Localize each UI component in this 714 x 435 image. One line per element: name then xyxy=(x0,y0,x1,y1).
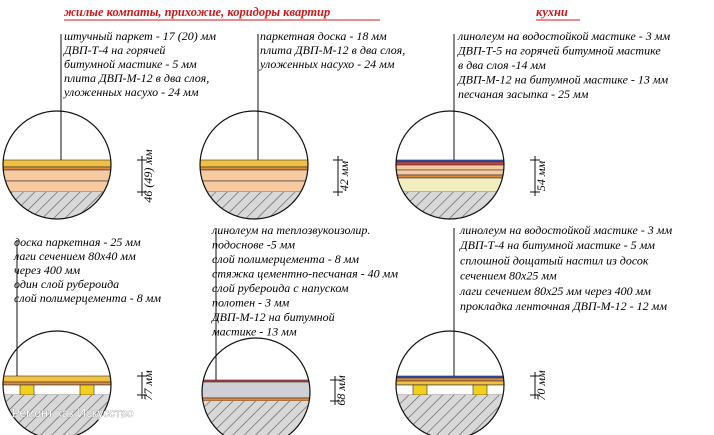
layer xyxy=(396,161,504,166)
layer-label: плита ДВП-М-12 в два слоя, xyxy=(260,43,405,57)
layer-label: ДВП-Т-4 на горячей xyxy=(63,43,165,57)
layer-label: ДВП-Т-5 на горячей битумной мастике xyxy=(457,44,661,58)
dimension-label: 54 мм xyxy=(534,161,548,192)
floor-panel: линолеум на водостойкой мастике - 3 ммДВ… xyxy=(395,29,670,220)
base-slab xyxy=(396,192,504,219)
layer xyxy=(396,377,504,382)
layer-label: сечением 80х25 мм xyxy=(460,269,557,283)
layer xyxy=(396,174,504,179)
cross-section xyxy=(200,111,308,219)
layer xyxy=(200,180,308,193)
layer-label: лаги сечением 80х40 мм xyxy=(13,249,136,263)
circle-outline xyxy=(395,110,505,220)
layer-label: прокладка ленточная ДВП-М-12 - 12 мм xyxy=(460,299,667,313)
layer-label: песчаная засыпка - 25 мм xyxy=(458,87,589,101)
joist xyxy=(472,384,488,396)
layer-label: доска паркетная - 25 мм xyxy=(14,235,141,249)
layer-label: штучный паркет - 17 (20) мм xyxy=(64,29,216,43)
layer-label: подоснове -5 мм xyxy=(212,238,295,252)
layer-label: слой полимерцемента - 8 мм xyxy=(212,252,359,266)
circle-outline xyxy=(2,330,112,435)
layer xyxy=(396,164,504,171)
layer-label: лаги сечением 80х25 мм через 400 мм xyxy=(459,284,651,298)
layer xyxy=(202,381,310,399)
layer-label: ДВП-М-12 на битумной мастике - 13 мм xyxy=(457,73,669,87)
header-right: кухни xyxy=(536,5,568,19)
layer-label: сплошной дощатый настил из досок xyxy=(460,253,649,267)
layer xyxy=(200,166,308,171)
base-slab xyxy=(3,192,111,219)
layer-label: линолеум на водостойкой мастике - 3 мм xyxy=(459,223,672,237)
layer-label: ДВП-Т-4 на битумной мастике - 5 мм xyxy=(459,238,655,252)
layer xyxy=(200,159,308,168)
layer xyxy=(3,169,111,182)
cross-section xyxy=(3,331,111,435)
circle-outline xyxy=(199,110,309,220)
circle-outline xyxy=(201,337,311,435)
layer xyxy=(202,397,310,402)
layer xyxy=(396,169,504,176)
layer-label: паркетная доска - 18 мм xyxy=(260,29,387,43)
circle-outline xyxy=(395,330,505,435)
layer-label: стяжка цементно-песчаная - 40 мм xyxy=(212,267,398,281)
layer-label: полотен - 3 мм xyxy=(212,296,290,310)
layer-label: уложенных насухо - 24 мм xyxy=(63,85,199,99)
layer xyxy=(200,169,308,182)
layer xyxy=(3,381,111,386)
layer xyxy=(396,159,504,163)
joist xyxy=(19,384,35,396)
cross-section xyxy=(202,338,310,435)
cross-section xyxy=(3,111,111,219)
layer xyxy=(3,180,111,193)
layer xyxy=(396,380,504,386)
circle-outline xyxy=(2,110,112,220)
layer xyxy=(3,375,111,383)
layer-label: через 400 мм xyxy=(14,263,81,277)
floor-panel: линолеум на теплозвукоизолир.подоснове -… xyxy=(201,223,398,435)
dimension-label: 70 мм xyxy=(534,370,548,401)
layer-label: мастике - 13 мм xyxy=(211,325,297,339)
floor-panel: линолеум на водостойкой мастике - 3 ммДВ… xyxy=(395,223,672,435)
layer-label: плита ДВП-М-12 в два слоя, xyxy=(64,71,209,85)
header-left: жилые компаты, прихожие, коридоры кварти… xyxy=(64,5,330,19)
base-slab xyxy=(396,395,504,435)
base-slab xyxy=(202,401,310,435)
joist xyxy=(79,384,95,396)
layer-label: один слой рубероида xyxy=(14,277,119,291)
layer-label: уложенных насухо - 24 мм xyxy=(259,57,395,71)
layer xyxy=(396,177,504,193)
layer-label: слой полимерцемента - 8 мм xyxy=(14,291,161,305)
layer xyxy=(3,159,111,168)
layer-label: линолеум на теплозвукоизолир. xyxy=(211,223,370,237)
cross-section xyxy=(396,111,504,219)
layer xyxy=(3,384,111,396)
dimension-label: 68 мм xyxy=(334,375,348,406)
dimension-label: 46 (49) мм xyxy=(141,149,155,203)
base-slab xyxy=(200,192,308,219)
layer-label: ДВП-М-12 на битумной xyxy=(211,310,335,324)
dimension-label: 77 мм xyxy=(141,370,155,401)
layer-label: слой рубероида с напуском xyxy=(212,281,349,295)
dimension-label: 42 мм xyxy=(337,161,351,192)
layer-label: линолеум на водостойкой мастике - 3 мм xyxy=(457,29,670,43)
joist xyxy=(412,384,428,396)
watermark: Ремонт как Искусство xyxy=(12,406,134,420)
layer-label: битумной мастике - 5 мм xyxy=(64,57,197,71)
layer xyxy=(3,166,111,171)
layer-label: в два слоя -14 мм xyxy=(458,58,546,72)
layer xyxy=(396,384,504,396)
